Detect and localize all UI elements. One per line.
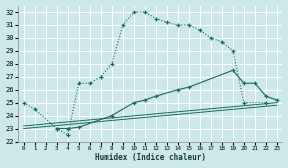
X-axis label: Humidex (Indice chaleur): Humidex (Indice chaleur) [95, 153, 206, 162]
